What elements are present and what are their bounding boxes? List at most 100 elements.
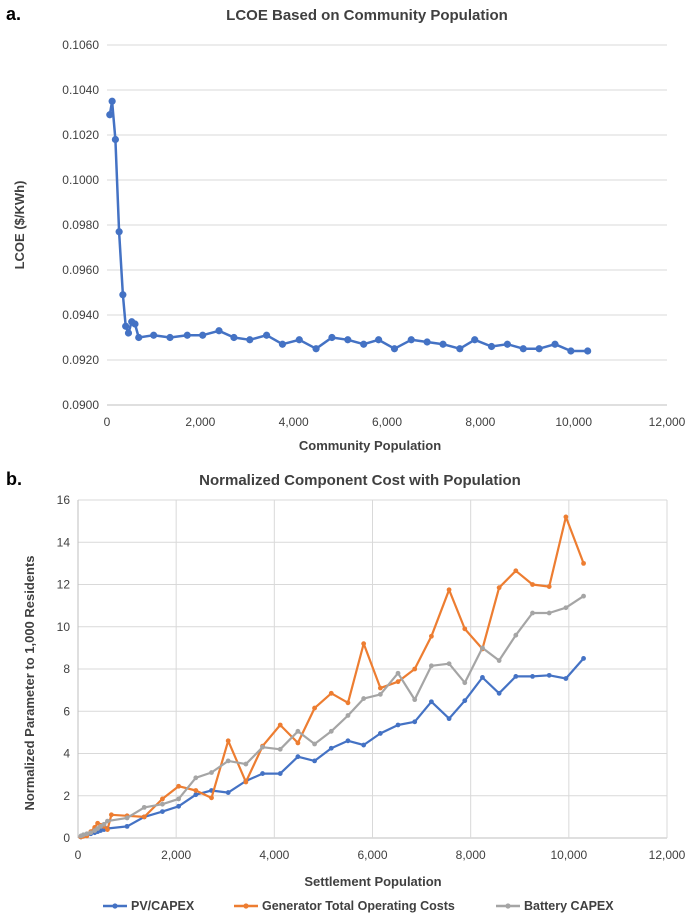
chart-a-x-tick-label: 2,000 xyxy=(185,415,215,429)
chart-a-x-tick-label: 8,000 xyxy=(465,415,495,429)
data-point-generator-total-operating-costs xyxy=(193,788,199,793)
data-point-battery-capex xyxy=(395,670,401,676)
chart-a-x-tick-label: 0 xyxy=(104,415,111,429)
data-point-battery-capex xyxy=(377,691,383,697)
data-point-battery-capex xyxy=(105,818,110,824)
data-point-battery-capex xyxy=(345,713,351,718)
data-point-battery-capex xyxy=(124,815,130,821)
data-point-battery-capex xyxy=(295,728,301,734)
data-point-generator-total-operating-costs xyxy=(546,584,552,590)
chart-a-series xyxy=(106,97,592,355)
chart-a-y-tick-label: 0.0920 xyxy=(62,353,99,367)
data-point-lcoe xyxy=(375,336,383,344)
data-point-battery-capex xyxy=(429,663,434,669)
data-point-lcoe xyxy=(278,340,287,348)
data-point-pv-capex xyxy=(160,809,165,814)
chart-a-x-ticks: 0 2,000 4,000 6,000 8,000 10,000 12,000 xyxy=(104,415,686,429)
chart-a-x-axis-title: Community Population xyxy=(299,438,441,453)
data-point-generator-total-operating-costs xyxy=(345,700,351,706)
data-point-pv-capex xyxy=(361,742,367,748)
chart-b-y-ticks: 0 2 4 6 8 10 12 14 16 xyxy=(57,493,71,845)
series-line-lcoe xyxy=(108,100,588,353)
data-point-battery-capex xyxy=(513,632,519,638)
data-point-generator-total-operating-costs xyxy=(513,568,519,574)
chart-a-y-tick-label: 0.0980 xyxy=(62,218,99,232)
data-point-generator-total-operating-costs xyxy=(563,514,569,520)
chart-b-y-tick-label: 10 xyxy=(57,620,71,634)
data-point-lcoe xyxy=(108,97,116,105)
chart-b-x-tick-label: 8,000 xyxy=(456,848,486,862)
chart-b-y-tick-label: 12 xyxy=(57,578,71,592)
data-point-pv-capex xyxy=(176,803,182,809)
chart-b-x-tick-label: 2,000 xyxy=(161,848,191,862)
data-point-lcoe xyxy=(150,331,158,339)
data-point-pv-capex xyxy=(295,754,301,760)
legend-item-generator: Generator Total Operating Costs xyxy=(234,899,455,913)
data-point-generator-total-operating-costs xyxy=(395,679,401,685)
data-point-generator-total-operating-costs xyxy=(462,626,468,632)
data-point-pv-capex xyxy=(225,790,231,795)
legend-label-pv-capex: PV/CAPEX xyxy=(131,899,195,913)
data-point-generator-total-operating-costs xyxy=(108,812,114,818)
chart-b-y-tick-label: 6 xyxy=(63,704,70,718)
data-point-generator-total-operating-costs xyxy=(581,560,586,566)
data-point-battery-capex xyxy=(98,823,103,829)
data-point-lcoe xyxy=(183,331,191,339)
legend-marker-pv-capex xyxy=(112,903,118,909)
data-point-generator-total-operating-costs xyxy=(105,827,110,832)
chart-a-y-tick-label: 0.1040 xyxy=(62,83,99,97)
chart-a-x-tick-label: 12,000 xyxy=(649,415,686,429)
data-point-battery-capex xyxy=(446,661,452,667)
data-point-pv-capex xyxy=(328,745,334,751)
data-point-battery-capex xyxy=(209,770,214,775)
chart-b-y-tick-label: 0 xyxy=(63,831,70,845)
legend-item-pv-capex: PV/CAPEX xyxy=(103,899,195,913)
data-point-battery-capex xyxy=(412,697,418,703)
chart-b-title: Normalized Component Cost with Populatio… xyxy=(199,472,521,489)
data-point-battery-capex xyxy=(243,761,249,767)
chart-b-x-axis-title: Settlement Population xyxy=(304,874,441,889)
data-point-generator-total-operating-costs xyxy=(328,690,334,696)
data-point-battery-capex xyxy=(546,610,552,616)
data-point-battery-capex xyxy=(328,728,334,734)
chart-a-x-tick-label: 4,000 xyxy=(279,415,309,429)
data-point-lcoe xyxy=(535,345,543,353)
data-point-battery-capex xyxy=(563,605,569,611)
data-point-battery-capex xyxy=(141,804,147,810)
data-point-pv-capex xyxy=(395,722,401,728)
data-point-lcoe xyxy=(295,336,303,344)
data-point-generator-total-operating-costs xyxy=(295,740,301,746)
data-point-generator-total-operating-costs xyxy=(243,779,249,785)
legend-marker-battery-capex xyxy=(505,903,511,909)
series-line-generator-total-operating-costs xyxy=(80,515,585,838)
data-point-generator-total-operating-costs xyxy=(429,633,434,639)
data-point-lcoe xyxy=(115,228,123,236)
data-point-generator-total-operating-costs xyxy=(160,796,165,802)
chart-b-y-tick-label: 4 xyxy=(63,747,70,761)
data-point-lcoe xyxy=(360,340,368,348)
data-point-generator-total-operating-costs xyxy=(277,722,283,728)
data-point-lcoe xyxy=(263,331,271,339)
data-point-lcoe xyxy=(423,338,431,346)
data-point-battery-capex xyxy=(101,821,107,827)
data-point-lcoe xyxy=(328,333,336,342)
data-point-pv-capex xyxy=(530,673,535,679)
data-point-pv-capex xyxy=(277,771,283,776)
data-point-battery-capex xyxy=(160,801,165,807)
data-point-pv-capex xyxy=(513,673,519,679)
data-point-pv-capex xyxy=(345,738,351,744)
chart-b-x-ticks: 0 2,000 4,000 6,000 8,000 10,000 12,000 xyxy=(75,848,686,862)
chart-b-y-tick-label: 2 xyxy=(63,789,70,803)
data-point-lcoe xyxy=(122,322,130,330)
chart-b-y-tick-label: 16 xyxy=(57,493,71,507)
data-point-battery-capex xyxy=(277,746,283,752)
data-point-battery-capex xyxy=(88,830,94,836)
data-point-lcoe xyxy=(119,291,127,299)
data-point-generator-total-operating-costs xyxy=(176,783,182,789)
series-line-battery-capex xyxy=(80,595,585,837)
chart-b-series xyxy=(78,514,586,840)
data-point-lcoe xyxy=(246,336,254,344)
chart-a-y-tick-label: 0.1020 xyxy=(62,128,99,142)
data-point-lcoe xyxy=(199,331,207,339)
